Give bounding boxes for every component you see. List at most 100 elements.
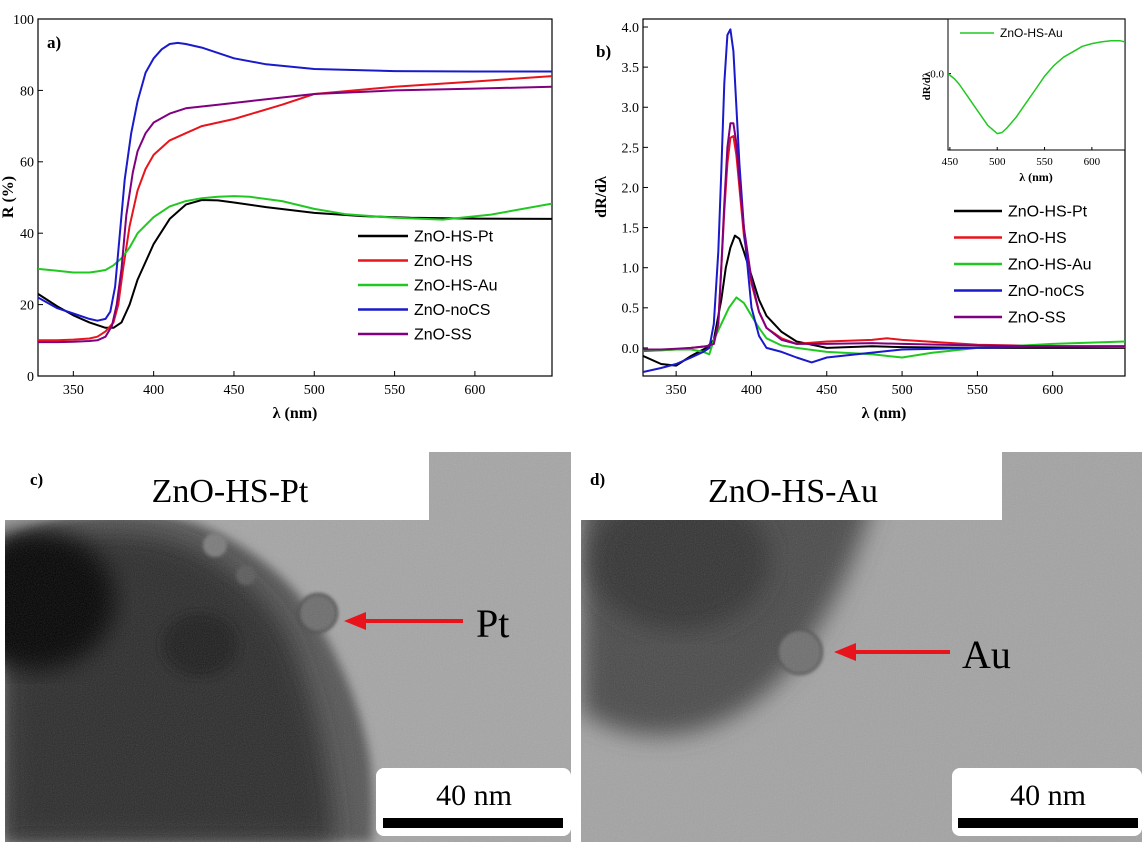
chart-b-x-axis-title: λ (nm) (862, 405, 907, 422)
legend-label: ZnO-HS-Pt (1008, 204, 1088, 221)
tem-c-title: ZnO-HS-Pt (152, 473, 309, 510)
chart-b: 350 400 450 500 550 600 0.0 0.5 1.0 1.5 2.0 2.5 3.0… (593, 18, 1126, 422)
legend-label: ZnO-noCS (414, 302, 490, 319)
series-line-zno-ss (38, 85, 552, 344)
series-line-zno-ss (643, 122, 1125, 351)
chart-a-y-axis-title: R (%) (0, 176, 17, 218)
legend-label: ZnO-HS (414, 253, 473, 270)
x-tick-label: 550 (384, 383, 405, 398)
tem-c-scale-text: 40 nm (436, 779, 512, 812)
chart-a-frame (37, 18, 553, 377)
tem-c-panel-label: c) (30, 470, 43, 489)
y-tick-label: 40 (20, 227, 34, 242)
tem-panel-c: c) ZnO-HS-Pt Pt 40 nm (5, 452, 571, 842)
x-tick-label: 550 (1036, 156, 1053, 168)
legend-label: ZnO-HS-Au (1008, 257, 1092, 274)
y-tick-label: 1.0 (622, 262, 640, 277)
chart-a-y-ticks: 0 20 40 60 80 100 (13, 13, 43, 385)
chart-a-panel-label: a) (47, 33, 61, 52)
chart-b-inset: 450 500 550 600 0.0 ZnO-HS-Au dR/dλ λ (nm) (921, 18, 1126, 184)
series-line-zno-hs-au (38, 195, 552, 274)
series-line-zno-nocs (643, 28, 1125, 373)
chart-b-legend: ZnO-HS-Pt ZnO-HS ZnO-HS-Au ZnO-noCS ZnO-SS (954, 204, 1092, 327)
inset-legend: ZnO-HS-Au (960, 26, 1063, 40)
chart-b-frame (642, 18, 1126, 377)
x-tick-label: 450 (223, 383, 244, 398)
series-line-zno-hs (38, 75, 552, 342)
inset-x-ticks: 450 500 550 600 (942, 147, 1101, 168)
tem-d-particle-label: Au (962, 632, 1011, 677)
tem-d-panel-label: d) (590, 470, 605, 489)
legend-label: ZnO-SS (1008, 310, 1066, 327)
chart-a-x-symbol: λ (273, 405, 281, 422)
chart-a-x-ticks: 350 400 450 500 550 600 (63, 371, 485, 398)
tem-panel-d: d) ZnO-HS-Au Au 40 nm (581, 452, 1142, 842)
x-tick-label: 450 (816, 383, 837, 398)
chart-b-x-symbol: λ (862, 405, 870, 422)
chart-a: 350 400 450 500 550 600 0 20 40 60 80 100 a) R (%)… (0, 13, 553, 422)
chart-b-x-unit: (nm) (873, 405, 906, 422)
inset-frame (947, 18, 1126, 151)
tem-d-scale-bar (958, 818, 1138, 828)
series-line-zno-nocs (38, 41, 552, 322)
tem-d-arrow-head (834, 643, 856, 661)
chart-b-x-ticks: 350 400 450 500 550 600 (666, 371, 1063, 398)
series-line-zno-hs-au (948, 40, 1125, 135)
y-tick-label: 3.0 (622, 101, 640, 116)
y-tick-label: 100 (13, 13, 34, 28)
x-tick-label: 450 (942, 156, 959, 168)
x-tick-label: 400 (741, 383, 762, 398)
y-tick-label: 4.0 (622, 21, 640, 36)
inset-x-symbol: λ (1019, 170, 1025, 184)
legend-label: ZnO-noCS (1008, 283, 1084, 300)
y-tick-label: 0.0 (622, 342, 640, 357)
y-tick-label: 80 (20, 84, 34, 99)
y-tick-label: 3.5 (622, 61, 640, 76)
legend-label: ZnO-HS-Au (1000, 26, 1063, 40)
tem-c-scale-bar (383, 818, 563, 828)
tem-d-title-box (581, 452, 1002, 520)
chart-a-series (38, 41, 552, 344)
legend-label: ZnO-SS (414, 327, 472, 344)
x-tick-label: 350 (63, 383, 84, 398)
x-tick-label: 350 (666, 383, 687, 398)
series-line-zno-hs-pt (643, 234, 1125, 367)
x-tick-label: 400 (143, 383, 164, 398)
tem-c-particle-label: Pt (476, 601, 509, 646)
chart-a-legend: ZnO-HS-Pt ZnO-HS ZnO-HS-Au ZnO-noCS ZnO-SS (358, 229, 498, 344)
y-tick-label: 2.0 (622, 181, 640, 196)
tem-d-title: ZnO-HS-Au (708, 473, 878, 510)
series-line-zno-hs-au (643, 296, 1125, 359)
x-tick-label: 500 (304, 383, 325, 398)
y-tick-label: 20 (20, 299, 34, 314)
legend-label: ZnO-HS-Au (414, 278, 498, 295)
inset-x-axis-title: λ (nm) (1019, 170, 1053, 184)
chart-b-series (643, 28, 1125, 373)
x-tick-label: 500 (989, 156, 1006, 168)
chart-b-panel-label: b) (596, 42, 611, 61)
y-tick-label: 60 (20, 156, 34, 171)
chart-a-x-axis-title: λ (nm) (273, 405, 318, 422)
y-tick-label: 0.5 (622, 302, 640, 317)
y-tick-label: 2.5 (622, 141, 640, 156)
x-tick-label: 600 (1042, 383, 1063, 398)
x-tick-label: 550 (967, 383, 988, 398)
inset-series (948, 40, 1125, 135)
inset-y-axis-title: dR/dλ (921, 71, 933, 100)
legend-label: ZnO-HS (1008, 230, 1067, 247)
tem-c-arrow-head (344, 612, 366, 630)
x-tick-label: 600 (464, 383, 485, 398)
y-tick-label: 0 (27, 370, 34, 385)
y-tick-label: 1.5 (622, 221, 640, 236)
inset-x-unit: (nm) (1028, 170, 1053, 184)
legend-label: ZnO-HS-Pt (414, 229, 494, 246)
x-tick-label: 600 (1084, 156, 1101, 168)
x-tick-label: 500 (892, 383, 913, 398)
tem-d-scale-text: 40 nm (1010, 779, 1086, 812)
y-tick-label: 0.0 (930, 68, 944, 80)
chart-b-y-axis-title: dR/dλ (593, 176, 610, 218)
chart-b-y-ticks: 0.0 0.5 1.0 1.5 2.0 2.5 3.0 3.5 4.0 (622, 21, 648, 357)
chart-a-x-unit: (nm) (284, 405, 317, 422)
tem-c-title-box (5, 452, 429, 520)
